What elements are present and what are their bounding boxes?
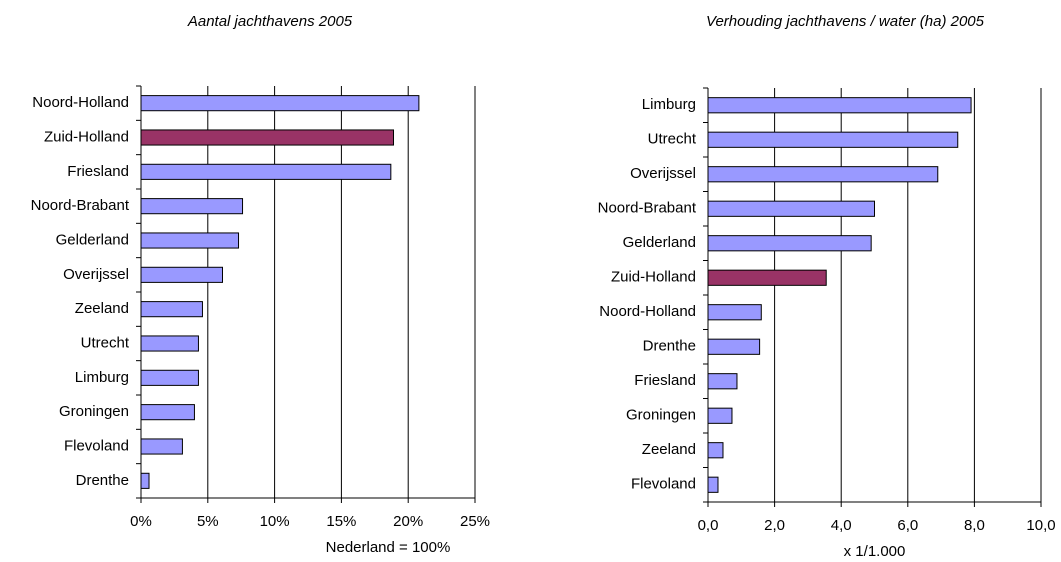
x-tick-label: 0%	[130, 513, 152, 530]
bar	[707, 338, 761, 355]
x-tick-label: 0,0	[698, 517, 719, 534]
y-tick-label: Zeeland	[75, 300, 129, 317]
bar	[707, 269, 827, 286]
y-tick-label: Noord-Brabant	[598, 200, 697, 217]
y-tick-label: Zuid-Holland	[44, 128, 129, 145]
bar	[140, 266, 223, 283]
chart-title: Aantal jachthavens 2005	[187, 13, 353, 30]
bar	[707, 304, 762, 321]
y-tick-label: Zuid-Holland	[611, 269, 696, 286]
x-tick-label: 20%	[393, 513, 423, 530]
y-tick-label: Drenthe	[76, 472, 129, 489]
y-tick-label: Flevoland	[64, 437, 129, 454]
bar	[707, 407, 733, 424]
x-tick-label: 25%	[460, 513, 490, 530]
bar	[140, 198, 244, 215]
bar	[707, 442, 724, 459]
bar	[707, 131, 959, 148]
bar	[140, 472, 150, 489]
bar	[140, 129, 395, 146]
bar	[707, 235, 872, 252]
x-tick-label: 10,0	[1026, 517, 1055, 534]
bar	[140, 438, 183, 455]
x-tick-label: 6,0	[897, 517, 918, 534]
x-tick-label: 10%	[260, 513, 290, 530]
y-tick-label: Gelderland	[623, 234, 696, 251]
x-tick-label: 8,0	[964, 517, 985, 534]
y-tick-label: Friesland	[67, 163, 129, 180]
y-tick-label: Drenthe	[643, 338, 696, 355]
bar	[140, 301, 203, 318]
bar	[707, 200, 875, 217]
x-tick-label: 2,0	[764, 517, 785, 534]
y-tick-label: Noord-Holland	[599, 303, 696, 320]
y-tick-label: Groningen	[59, 403, 129, 420]
y-tick-label: Limburg	[75, 369, 129, 386]
chart-title: Verhouding jachthavens / water (ha) 2005	[706, 13, 985, 30]
y-tick-label: Limburg	[642, 96, 696, 113]
bar	[140, 232, 240, 249]
bar	[140, 95, 420, 112]
x-tick-label: 15%	[326, 513, 356, 530]
y-tick-label: Utrecht	[648, 131, 697, 148]
bar	[707, 166, 939, 183]
y-tick-label: Flevoland	[631, 476, 696, 493]
x-axis-label: Nederland = 100%	[326, 539, 451, 556]
y-tick-label: Noord-Brabant	[31, 197, 130, 214]
bar	[140, 163, 392, 180]
x-axis-label: x 1/1.000	[844, 543, 906, 560]
y-tick-label: Zeeland	[642, 441, 696, 458]
y-tick-label: Groningen	[626, 407, 696, 424]
bar	[707, 373, 738, 390]
bar	[707, 97, 972, 114]
x-tick-label: 4,0	[831, 517, 852, 534]
y-tick-label: Overijssel	[63, 266, 129, 283]
bar	[140, 404, 195, 421]
y-tick-label: Gelderland	[56, 231, 129, 248]
y-tick-label: Overijssel	[630, 165, 696, 182]
y-tick-label: Utrecht	[81, 334, 130, 351]
bar	[707, 476, 719, 493]
x-tick-label: 5%	[197, 513, 219, 530]
bar	[140, 369, 199, 386]
y-tick-label: Noord-Holland	[32, 94, 129, 111]
bar	[140, 335, 199, 352]
y-tick-label: Friesland	[634, 372, 696, 389]
